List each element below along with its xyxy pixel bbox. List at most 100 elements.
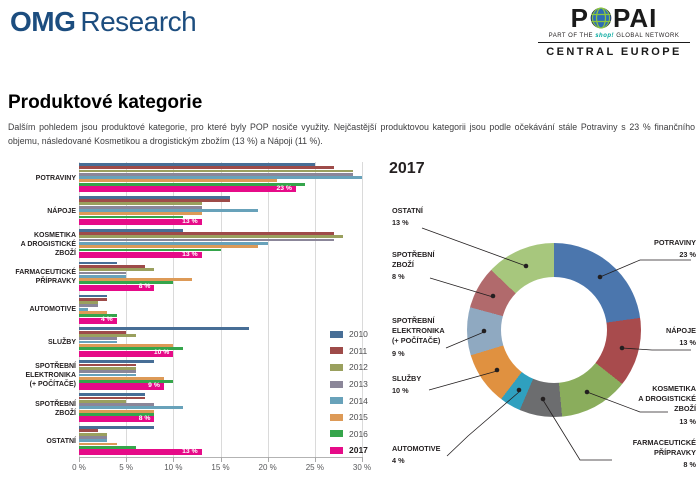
donut-label-name: FARMACEUTICKÉ PŘÍPRAVKY	[632, 438, 696, 458]
bar-2011	[79, 297, 108, 301]
x-axis-tick-label: 0 %	[72, 463, 86, 472]
bar-2014	[79, 340, 117, 344]
legend-label: 2017	[349, 445, 368, 456]
donut-label-value: 23 %	[679, 250, 696, 260]
bar-2010	[79, 327, 249, 331]
bar-2013	[79, 370, 136, 374]
legend-item-2012: 2012	[330, 359, 368, 376]
donut-label-value: 13 %	[392, 218, 409, 228]
category-label: FARMACEUTICKÉ PŘÍPRAVKY	[15, 269, 76, 286]
donut-label-name: OSTATNÍ	[392, 206, 423, 215]
donut-label-name: SPOTŘEBNÍ ELEKTRONIKA (+ POČÍTAČE)	[392, 316, 445, 346]
legend-item-2017: 2017	[330, 442, 368, 459]
legend-item-2016: 2016	[330, 426, 368, 443]
donut-label-value: 9 %	[392, 348, 405, 358]
bar-chart-category-labels: POTRAVINY NÁPOJE KOSMETIKA A DROGISTICKÉ Z…	[0, 162, 76, 458]
x-axis-tick-label: 5 %	[119, 463, 134, 472]
x-axis-tick-label: 20 %	[258, 463, 277, 472]
gridline	[267, 162, 269, 457]
legend-swatch	[330, 330, 343, 338]
bar-2014	[79, 373, 136, 377]
bar-2017: 9 %	[79, 382, 164, 390]
bar-2011	[79, 199, 230, 202]
donut-label-automotive: AUTOMOTIVE 4 %	[392, 444, 441, 466]
bar-chart-x-axis-labels: 0 % 5 % 10 % 15 % 20 % 25 % 30 %	[72, 463, 371, 475]
bar-group: 13 %	[79, 228, 362, 259]
bar-2015	[79, 278, 193, 281]
bar-2010	[79, 228, 183, 232]
bar-2010	[79, 261, 117, 265]
legend-item-2015: 2015	[330, 409, 368, 426]
bar-2011	[79, 396, 146, 400]
donut-label-name: KOSMETIKA A DROGISTICKÉ ZBOŽÍ	[638, 384, 696, 414]
bar-2010	[79, 393, 146, 397]
bar-value-label: 8 %	[138, 283, 151, 291]
donut-label-kosmetika: KOSMETIKA A DROGISTICKÉ ZBOŽÍ 13 %	[638, 384, 696, 427]
donut-label-value: 8 %	[392, 272, 405, 282]
bar-2014	[79, 176, 362, 179]
gridline	[314, 162, 316, 457]
bar-2015	[79, 376, 164, 380]
bar-chart-legend: 2010 2011 2012 2013 2014 2015 2016 2017	[330, 326, 368, 459]
bar-2011	[79, 166, 334, 170]
bar-2011	[79, 330, 127, 334]
bar-value-label: 13 %	[182, 250, 198, 258]
popai-tagline-shop: shop!	[595, 33, 615, 39]
bar-2012	[79, 366, 136, 370]
gridline	[126, 162, 128, 457]
legend-item-2014: 2014	[330, 392, 368, 409]
donut-label-name: AUTOMOTIVE	[392, 444, 441, 453]
bar-2016	[79, 248, 221, 252]
bar-2017: 10 %	[79, 349, 174, 357]
popai-tagline-pre: PART OF THE	[548, 33, 594, 39]
bar-2010	[79, 163, 315, 166]
category-label: SPOTŘEBNÍ ELEKTRONIKA (+ POČÍTAČE)	[25, 363, 76, 389]
bar-chart-plot-area: 23 % 13 % 13 % 8 % 4 % 10 % 9 % 8 % 13 %	[79, 162, 363, 462]
popai-divider	[538, 42, 690, 43]
legend-swatch	[330, 380, 343, 388]
bar-2016	[79, 380, 174, 383]
axis-tick	[126, 457, 128, 462]
bar-2017: 4 %	[79, 317, 117, 324]
legend-swatch	[330, 397, 343, 405]
bar-2015	[79, 343, 174, 347]
legend-item-2013: 2013	[330, 376, 368, 393]
gridline	[173, 162, 175, 457]
axis-tick	[173, 457, 175, 462]
page-title: Produktové kategorie	[8, 92, 203, 113]
bar-group: 4 %	[79, 294, 362, 325]
category-label: SPOTŘEBNÍ ZBOŽÍ	[35, 400, 76, 417]
legend-label: 2015	[349, 412, 368, 423]
bar-group: 8 %	[79, 261, 362, 292]
bar-2013	[79, 271, 127, 275]
legend-label: 2013	[349, 379, 368, 390]
bar-2013	[79, 238, 334, 242]
omg-logo-mg: MG	[31, 6, 76, 37]
popai-region: CENTRAL EUROPE	[546, 46, 682, 58]
bar-2013	[79, 205, 202, 209]
legend-item-2010: 2010	[330, 326, 368, 343]
bar-2015	[79, 442, 117, 446]
bar-2016	[79, 445, 136, 449]
donut-title: 2017	[389, 160, 425, 177]
bar-2010	[79, 426, 155, 429]
bar-group: 8 %	[79, 393, 362, 423]
bar-2013	[79, 403, 155, 406]
donut-label-name: NÁPOJE	[665, 326, 696, 335]
bar-value-label: 13 %	[182, 447, 198, 455]
bar-2015	[79, 245, 259, 249]
legend-swatch	[330, 430, 343, 438]
bar-2016	[79, 281, 174, 285]
omg-research-logo: OMG Research	[10, 6, 197, 38]
donut-label-elektronika: SPOTŘEBNÍ ELEKTRONIKA (+ POČÍTAČE) 9 %	[392, 316, 445, 359]
axis-tick	[79, 457, 80, 462]
bar-group: 13 %	[79, 195, 362, 226]
legend-swatch	[330, 446, 343, 454]
bar-group: 10 %	[79, 327, 362, 357]
gridline	[362, 162, 363, 457]
bar-2014	[79, 439, 108, 443]
bar-2011	[79, 232, 334, 235]
donut-label-name: POTRAVINY	[653, 238, 696, 247]
bar-value-label: 9 %	[148, 382, 160, 390]
category-label: AUTOMOTIVE	[29, 306, 76, 314]
